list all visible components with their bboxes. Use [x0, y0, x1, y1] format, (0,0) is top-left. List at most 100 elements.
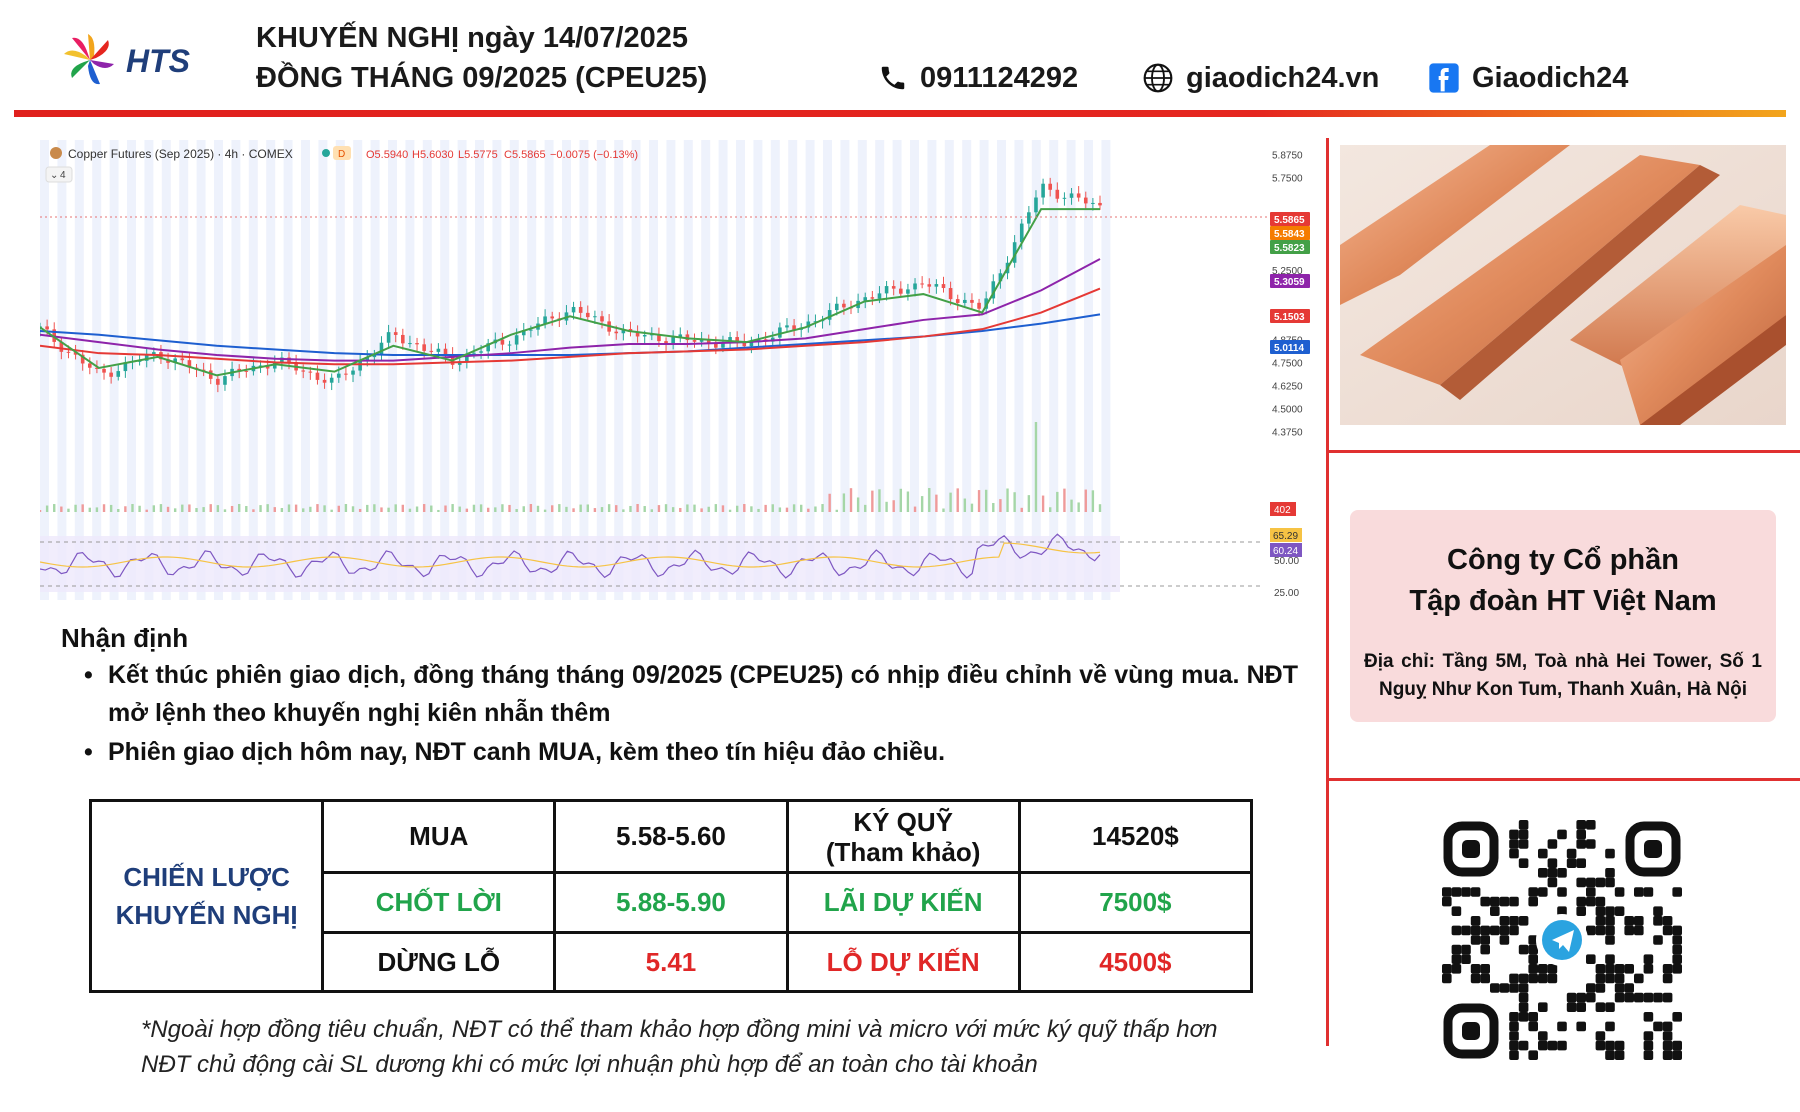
candle-body — [258, 365, 263, 367]
margin-label: KÝ QUỸ (Tham khảo) — [785, 799, 1021, 874]
margin-value: 14520$ — [1017, 799, 1254, 874]
candle-body — [621, 328, 626, 334]
qr-module — [1614, 964, 1625, 974]
analysis-bullet-2: • Phiên giao dịch hôm nay, NĐT canh MUA, … — [84, 733, 1298, 771]
candle-body — [571, 306, 576, 313]
qr-module — [1461, 925, 1471, 936]
candle-body — [529, 329, 533, 331]
qr-module — [1451, 906, 1462, 916]
qr-module — [1566, 1002, 1577, 1012]
qr-module — [1509, 1050, 1519, 1060]
chart-stripe — [683, 140, 693, 600]
price-label-text: 5.1503 — [1274, 312, 1305, 323]
candle-body — [1069, 193, 1074, 198]
volume-bar — [216, 505, 220, 512]
qr-code[interactable] — [1442, 820, 1682, 1060]
volume-bar — [373, 504, 376, 512]
qr-module — [1643, 1012, 1654, 1022]
candle-body — [614, 331, 619, 334]
qr-module — [1586, 887, 1596, 897]
qr-module — [1672, 1040, 1682, 1051]
candle-body — [265, 365, 270, 369]
qr-module — [1480, 896, 1490, 907]
qr-module — [1624, 916, 1634, 926]
candle-body — [955, 299, 960, 303]
volume-bar — [664, 504, 668, 512]
price-chart: Copper Futures (Sep 2025) · 4h · COMEX D… — [40, 140, 1310, 600]
qr-module — [1653, 906, 1663, 916]
volume-bar — [671, 507, 675, 512]
indicator-count[interactable]: 4 — [60, 170, 66, 181]
qr-module — [1605, 848, 1615, 859]
ohlc-low: L5.5775 — [458, 149, 498, 161]
volume-bar — [117, 509, 120, 512]
qr-module — [1509, 1040, 1519, 1051]
candle-body — [1034, 197, 1038, 213]
phone-contact[interactable]: 0911124292 — [878, 58, 1078, 98]
candle-body — [322, 379, 327, 383]
price-label-box — [1270, 240, 1310, 254]
candle-body — [223, 376, 227, 385]
candle-body — [180, 358, 185, 361]
chart-stripe — [161, 140, 171, 600]
qr-module — [1509, 829, 1519, 840]
rsi-line — [40, 533, 1101, 579]
qr-module — [1643, 1050, 1654, 1060]
volume-bar — [1084, 489, 1087, 512]
qr-module — [1538, 1031, 1548, 1041]
qr-module — [1605, 925, 1615, 936]
candle-body — [514, 335, 519, 345]
volume-bar — [700, 508, 703, 512]
chart-stripe — [301, 140, 310, 600]
volume-bar — [814, 506, 817, 512]
facebook-contact[interactable]: Giaodich24 — [1428, 58, 1628, 98]
candle-body — [372, 354, 377, 358]
volume-bar — [792, 504, 796, 512]
volume-bar — [615, 505, 618, 512]
volume-bar — [252, 509, 255, 512]
interval-badge: D — [338, 149, 345, 160]
qr-module — [1576, 858, 1586, 868]
volume-bar — [486, 507, 490, 512]
chart-stripe — [57, 140, 67, 600]
candle-body — [45, 326, 49, 330]
qr-module — [1538, 887, 1548, 897]
chart-stripe — [1084, 140, 1093, 600]
panel-divider-vertical — [1326, 138, 1329, 1046]
qr-module — [1528, 964, 1538, 974]
candle-body — [934, 284, 939, 287]
qr-module — [1662, 964, 1673, 974]
candle-body — [941, 284, 946, 289]
rsi-series — [40, 533, 1101, 579]
volume-bar — [1056, 491, 1059, 512]
volume-bar — [173, 508, 177, 512]
candle-body — [315, 372, 320, 380]
candle-body — [678, 334, 683, 338]
candle-body — [785, 325, 789, 328]
qr-module — [1595, 906, 1606, 916]
candle-body — [721, 343, 725, 348]
market-status-dot — [322, 149, 330, 157]
volume-bar — [999, 499, 1002, 512]
chart-stripe — [214, 140, 223, 600]
volume-bar — [892, 500, 895, 512]
qr-module — [1614, 983, 1625, 993]
volume-bar — [280, 508, 284, 512]
candle-body — [472, 352, 476, 354]
volume-bar — [629, 505, 632, 512]
chart-stripe — [231, 140, 241, 600]
panel-divider-bottom — [1326, 778, 1800, 781]
volume-bar — [1063, 488, 1066, 512]
candle-body — [500, 339, 505, 345]
volume-bar — [686, 504, 689, 512]
volume-bar — [387, 507, 390, 512]
qr-module — [1557, 906, 1567, 916]
analysis-bullet-1: • Kết thúc phiên giao dịch, đồng tháng th… — [84, 656, 1298, 732]
volume-bar — [529, 504, 533, 512]
website-contact[interactable]: giaodich24.vn — [1142, 58, 1379, 98]
volume-bar — [1041, 495, 1045, 512]
candle-body — [920, 283, 924, 285]
volume-bar — [81, 504, 84, 512]
volume-label-text: 402 — [1274, 505, 1291, 516]
volume-bar — [899, 488, 903, 512]
